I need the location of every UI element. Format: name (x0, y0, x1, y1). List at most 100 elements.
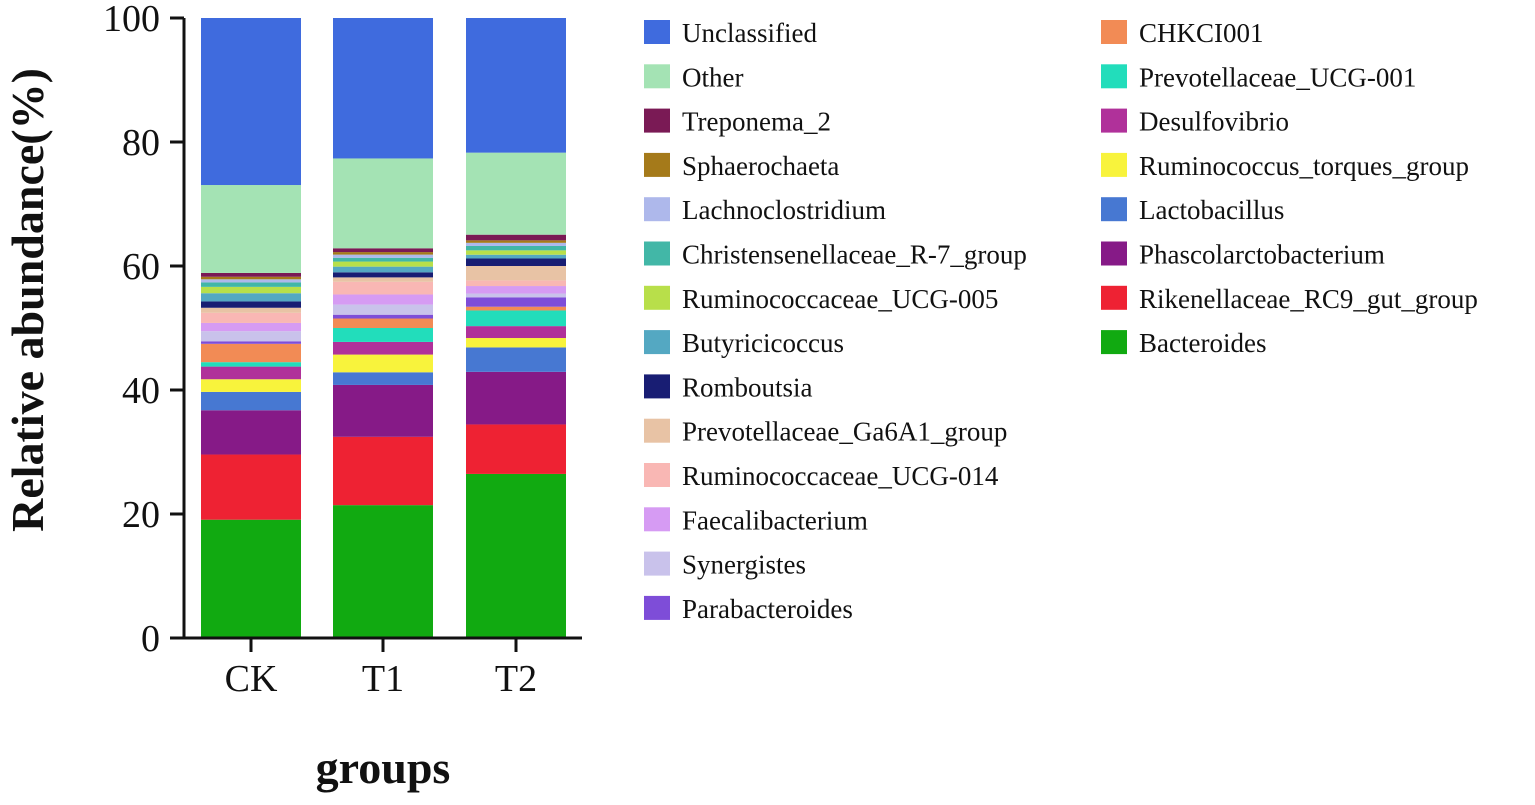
bar-segment-t2-faecalibacterium (466, 286, 566, 294)
y-tick-label-80: 80 (122, 122, 160, 164)
bar-segment-t1-faecalibacterium (333, 294, 433, 305)
legend-item-rikenellaceae-rc9-gut-group: Rikenellaceae_RC9_gut_group (1101, 284, 1478, 314)
bar-segment-t1-desulfovibrio (333, 341, 433, 355)
legend-swatch-ruminococcus-torques-group (1101, 152, 1127, 177)
bar-segment-ck-bacteroides (201, 519, 301, 638)
legend-label-ruminococcaceae-ucg-005: Ruminococcaceae_UCG-005 (682, 284, 998, 314)
legend-label-ruminococcus-torques-group: Ruminococcus_torques_group (1139, 151, 1469, 181)
legend-label-ruminococcaceae-ucg-014: Ruminococcaceae_UCG-014 (682, 461, 999, 491)
bar-segment-t1-rikenellaceae-rc9-gut-group (333, 436, 433, 506)
legend-label-bacteroides: Bacteroides (1139, 328, 1266, 358)
bar-segment-ck-lachnoclostridium (201, 279, 301, 283)
bar-ck (201, 18, 301, 638)
bar-segment-t1-lactobacillus (333, 372, 433, 385)
legend-swatch-ruminococcaceae-ucg-005 (644, 285, 670, 310)
bar-segment-ck-ruminococcus-torques-group (201, 379, 301, 392)
legend: Unclassified Other Treponema_2 Sphaerochaet… (644, 18, 1478, 624)
legend-label-faecalibacterium: Faecalibacterium (682, 505, 868, 535)
bar-segment-t2-desulfovibrio (466, 326, 566, 339)
legend-label-desulfovibrio: Desulfovibrio (1139, 107, 1289, 137)
legend-label-sphaerochaeta: Sphaerochaeta (682, 151, 839, 181)
legend-swatch-christensenellaceae-r-7-group (644, 241, 670, 266)
bar-segment-t1-treponema-2 (333, 248, 433, 253)
bar-segment-ck-ruminococcaceae-ucg-014 (201, 312, 301, 323)
bar-t1 (333, 18, 433, 638)
bar-segment-t2-butyricicoccus (466, 254, 566, 259)
legend-swatch-faecalibacterium (644, 507, 670, 532)
legend-item-parabacteroides: Parabacteroides (644, 594, 853, 624)
legend-label-rikenellaceae-rc9-gut-group: Rikenellaceae_RC9_gut_group (1139, 284, 1478, 314)
bar-segment-ck-unclassified (201, 18, 301, 186)
legend-swatch-chkci001 (1101, 20, 1127, 44)
bar-segment-t1-romboutsia (333, 272, 433, 278)
legend-swatch-sphaerochaeta (644, 152, 670, 177)
legend-swatch-butyricicoccus (644, 330, 670, 355)
legend-swatch-synergistes (644, 551, 670, 576)
legend-swatch-prevotellaceae-ucg-001 (1101, 64, 1127, 89)
bar-segment-ck-ruminococcaceae-ucg-005 (201, 286, 301, 294)
legend-label-phascolarctobacterium: Phascolarctobacterium (1139, 240, 1385, 270)
bar-segment-ck-romboutsia (201, 301, 301, 308)
legend-item-romboutsia: Romboutsia (644, 372, 813, 402)
bar-segment-ck-phascolarctobacterium (201, 410, 301, 455)
bar-segment-t2-prevotellaceae-ucg-001 (466, 310, 566, 327)
legend-swatch-prevotellaceae-ga6a1-group (644, 418, 670, 443)
legend-item-faecalibacterium: Faecalibacterium (644, 505, 868, 535)
x-tick-label-ck: CK (225, 658, 278, 700)
bar-segment-t2-treponema-2 (466, 234, 566, 241)
legend-label-other: Other (682, 62, 743, 92)
bar-segment-t2-prevotellaceae-ga6a1-group (466, 266, 566, 281)
bar-segment-ck-prevotellaceae-ucg-001 (201, 362, 301, 367)
legend-item-prevotellaceae-ucg-001: Prevotellaceae_UCG-001 (1101, 62, 1416, 92)
bar-segment-t1-phascolarctobacterium (333, 384, 433, 437)
legend-swatch-unclassified (644, 20, 670, 44)
legend-swatch-parabacteroides (644, 595, 670, 620)
legend-label-prevotellaceae-ga6a1-group: Prevotellaceae_Ga6A1_group (682, 417, 1007, 447)
bar-segment-ck-desulfovibrio (201, 366, 301, 380)
legend-swatch-ruminococcaceae-ucg-014 (644, 463, 670, 487)
bar-segment-ck-sphaerochaeta (201, 276, 301, 280)
legend-item-phascolarctobacterium: Phascolarctobacterium (1101, 240, 1385, 270)
legend-swatch-rikenellaceae-rc9-gut-group (1101, 285, 1127, 310)
bar-segment-t1-ruminococcus-torques-group (333, 354, 433, 373)
bar-segment-t2-christensenellaceae-r-7-group (466, 245, 566, 251)
bar-segment-t1-bacteroides (333, 505, 433, 638)
bar-segment-t1-prevotellaceae-ga6a1-group (333, 277, 433, 282)
y-tick-label-20: 20 (122, 494, 160, 536)
bar-segment-t2-other (466, 152, 566, 235)
bars-layer (201, 18, 566, 638)
bar-segment-t1-synergistes (333, 304, 433, 315)
legend-item-lachnoclostridium: Lachnoclostridium (644, 195, 886, 225)
bar-segment-t2-ruminococcaceae-ucg-014 (466, 280, 566, 287)
y-tick-label-60: 60 (122, 246, 160, 288)
bar-segment-ck-treponema-2 (201, 272, 301, 277)
legend-item-lactobacillus: Lactobacillus (1101, 195, 1284, 225)
bar-segment-t1-unclassified (333, 18, 433, 159)
bar-segment-t2-lachnoclostridium (466, 242, 566, 246)
legend-item-prevotellaceae-ga6a1-group: Prevotellaceae_Ga6A1_group (644, 417, 1007, 447)
legend-swatch-phascolarctobacterium (1101, 241, 1127, 266)
legend-item-other: Other (644, 62, 743, 92)
legend-swatch-other (644, 64, 670, 89)
legend-item-ruminococcus-torques-group: Ruminococcus_torques_group (1101, 151, 1469, 181)
bar-t2 (466, 18, 566, 638)
legend-label-lactobacillus: Lactobacillus (1139, 195, 1284, 225)
bar-segment-ck-parabacteroides (201, 341, 301, 344)
bar-segment-t1-parabacteroides (333, 314, 433, 319)
bar-segment-t2-rikenellaceae-rc9-gut-group (466, 424, 566, 474)
x-tick-label-t1: T1 (362, 658, 404, 700)
bar-segment-ck-chkci001 (201, 343, 301, 363)
bar-segment-t1-sphaerochaeta (333, 252, 433, 255)
y-axis-title: Relative abundance(%) (2, 68, 53, 532)
bar-segment-t2-sphaerochaeta (466, 240, 566, 243)
bar-segment-t2-lactobacillus (466, 347, 566, 372)
bar-segment-t2-parabacteroides (466, 297, 566, 307)
bar-segment-ck-other (201, 185, 301, 273)
legend-label-prevotellaceae-ucg-001: Prevotellaceae_UCG-001 (1139, 62, 1416, 92)
legend-item-desulfovibrio: Desulfovibrio (1101, 107, 1289, 137)
bar-segment-t1-prevotellaceae-ucg-001 (333, 328, 433, 342)
bar-segment-t1-chkci001 (333, 318, 433, 328)
x-tick-label-t2: T2 (495, 658, 537, 700)
